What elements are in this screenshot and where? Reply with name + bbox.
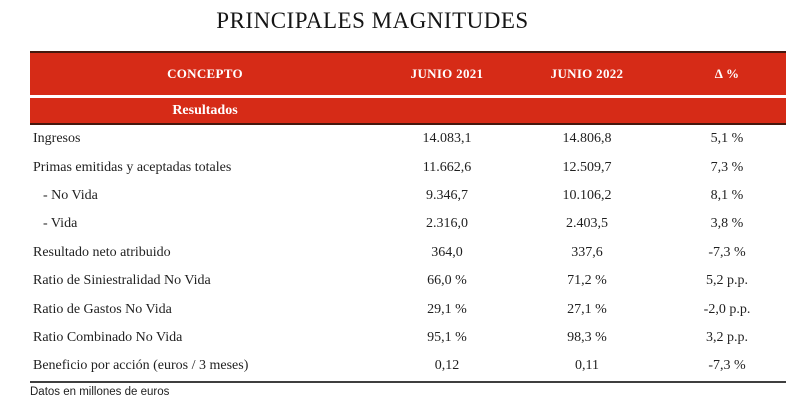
- page-title: PRINCIPALES MAGNITUDES: [216, 8, 529, 33]
- value-junio-2021: 9.346,7: [426, 187, 468, 203]
- value-junio-2022: 337,6: [571, 244, 603, 260]
- value-junio-2022: 12.509,7: [562, 159, 612, 175]
- value-junio-2021: 29,1 %: [427, 301, 467, 317]
- value-junio-2022: 71,2 %: [567, 273, 607, 289]
- section-header-label: Resultados: [172, 102, 238, 118]
- table-row-vida: - Vida 2.316,0 2.403,5 3,8 %: [30, 210, 786, 238]
- value-junio-2021: 14.083,1: [422, 131, 472, 147]
- value-delta: -7,3 %: [708, 358, 746, 374]
- value-junio-2021: 95,1 %: [427, 329, 467, 345]
- value-junio-2022: 98,3 %: [567, 329, 607, 345]
- section-header-resultados: Resultados: [30, 98, 786, 125]
- value-delta: 3,8 %: [710, 216, 744, 232]
- value-junio-2021: 364,0: [431, 244, 463, 260]
- row-label: - Vida: [43, 216, 78, 232]
- value-delta: -2,0 p.p.: [703, 301, 751, 317]
- value-junio-2022: 10.106,2: [562, 187, 612, 203]
- row-label: Ingresos: [33, 131, 81, 147]
- table-row-primas-totales: Primas emitidas y aceptadas totales 11.6…: [30, 153, 786, 181]
- value-junio-2022: 14.806,8: [562, 131, 612, 147]
- table-row-ratio-combinado: Ratio Combinado No Vida 95,1 % 98,3 % 3,…: [30, 324, 786, 352]
- column-header-concepto: CONCEPTO: [167, 66, 243, 81]
- table-row-ratio-gastos: Ratio de Gastos No Vida 29,1 % 27,1 % -2…: [30, 295, 786, 323]
- value-delta: 3,2 p.p.: [706, 329, 748, 345]
- row-label: Ratio Combinado No Vida: [33, 329, 183, 345]
- row-label: Ratio de Gastos No Vida: [33, 301, 172, 317]
- table-row-no-vida: - No Vida 9.346,7 10.106,2 8,1 %: [30, 182, 786, 210]
- value-junio-2021: 11.662,6: [422, 159, 472, 175]
- value-junio-2022: 27,1 %: [567, 301, 607, 317]
- table-row-resultado-neto: Resultado neto atribuido 364,0 337,6 -7,…: [30, 239, 786, 267]
- header-band-divider: [30, 95, 786, 98]
- value-junio-2021: 0,12: [434, 358, 460, 374]
- value-delta: 8,1 %: [710, 187, 744, 203]
- table-body: Ingresos 14.083,1 14.806,8 5,1 % Primas …: [30, 125, 786, 383]
- column-header-junio-2022: JUNIO 2022: [550, 66, 624, 81]
- column-header-delta-pct: Δ %: [714, 66, 740, 81]
- table-header-row: CONCEPTO JUNIO 2021 JUNIO 2022 Δ %: [30, 51, 786, 95]
- value-junio-2021: 66,0 %: [427, 273, 467, 289]
- value-delta: 5,1 %: [710, 131, 744, 147]
- row-label: Primas emitidas y aceptadas totales: [33, 159, 232, 175]
- table-row-beneficio-por-accion: Beneficio por acción (euros / 3 meses) 0…: [30, 352, 786, 380]
- value-delta: 5,2 p.p.: [706, 273, 748, 289]
- table-row-ingresos: Ingresos 14.083,1 14.806,8 5,1 %: [30, 125, 786, 153]
- value-junio-2022: 0,11: [575, 358, 599, 374]
- value-junio-2022: 2.403,5: [566, 216, 608, 232]
- value-junio-2021: 2.316,0: [426, 216, 468, 232]
- row-label: Resultado neto atribuido: [33, 244, 171, 260]
- row-label: - No Vida: [43, 187, 98, 203]
- row-label: Ratio de Siniestralidad No Vida: [33, 273, 211, 289]
- units-footnote: Datos en millones de euros: [30, 385, 170, 398]
- value-delta: -7,3 %: [708, 244, 746, 260]
- column-header-junio-2021: JUNIO 2021: [410, 66, 484, 81]
- table-row-ratio-siniestralidad: Ratio de Siniestralidad No Vida 66,0 % 7…: [30, 267, 786, 295]
- magnitudes-table: CONCEPTO JUNIO 2021 JUNIO 2022 Δ % Resul…: [30, 51, 786, 383]
- value-delta: 7,3 %: [710, 159, 744, 175]
- row-label: Beneficio por acción (euros / 3 meses): [33, 358, 249, 374]
